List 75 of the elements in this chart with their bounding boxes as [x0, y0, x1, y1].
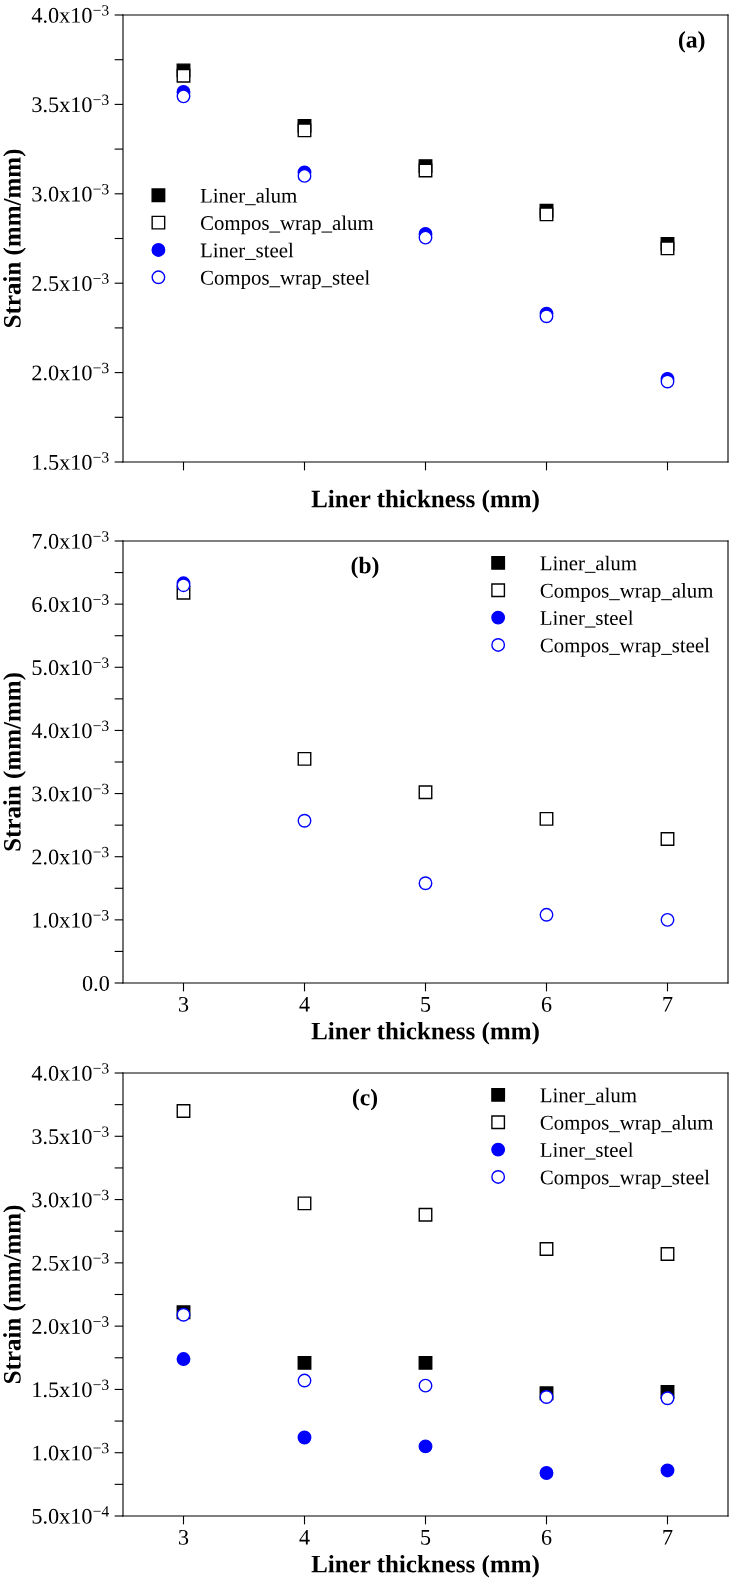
x-tick-label: 4 [299, 1529, 310, 1545]
point [176, 1352, 191, 1366]
legend-label: Compos_wrap_steel [200, 270, 370, 290]
point [539, 207, 554, 222]
x-axis-title: Liner thickness (mm) [311, 1021, 539, 1045]
point [539, 1466, 554, 1480]
y-axis-title: Strain (mm/mm) [3, 149, 26, 328]
point [297, 1355, 312, 1370]
x-tick-label: 7 [663, 1530, 673, 1545]
annotation: (a) [678, 31, 705, 53]
point [418, 1355, 433, 1370]
x-tick-label: 3 [179, 996, 189, 1012]
annotation: (b) [351, 556, 379, 579]
x-tick-label: 5 [421, 1530, 431, 1545]
x-axis-title: Liner thickness (mm) [311, 489, 539, 513]
legend-label: Liner_alum [540, 555, 637, 573]
y-tick-label: 2.0x10$^{−3}$ [32, 362, 109, 381]
legend-label: Liner_alum [540, 1087, 637, 1105]
point [418, 1378, 433, 1393]
point [297, 1373, 312, 1388]
x-tick-label: 6 [541, 1529, 552, 1545]
y-tick-label: 6.0x10$^{−3}$ [32, 594, 109, 613]
y-axis-title: Strain (mm/mm) [3, 673, 26, 851]
y-tick-label: 3.0x10$^{−3}$ [32, 783, 109, 802]
point [418, 230, 433, 245]
point [539, 1390, 554, 1404]
point [660, 241, 675, 256]
y-tick-label: 3.0x10$^{−3}$ [32, 183, 109, 202]
point [660, 1391, 675, 1406]
x-tick-label: 6 [541, 996, 552, 1012]
x-tick-label: 3 [179, 1529, 189, 1545]
point [660, 1463, 675, 1478]
point [418, 1207, 433, 1222]
y-tick-label: 5.0x10$^{−3}$ [32, 657, 109, 676]
point [297, 1430, 312, 1445]
y-tick-label: 1.5x10$^{−3}$ [33, 452, 109, 470]
legend-label: Liner_steel [540, 610, 634, 628]
y-tick-label: 3.5x10$^{−3}$ [32, 1126, 109, 1145]
legend-label: Liner_steel [540, 1142, 634, 1160]
y-tick-label: 2.0x10$^{−3}$ [32, 846, 109, 865]
point [418, 1439, 433, 1454]
y-tick-label: 1.0x10$^{−3}$ [33, 910, 109, 928]
point [176, 68, 191, 83]
x-axis-title: Liner thickness (mm) [311, 1554, 539, 1578]
point [297, 1196, 312, 1211]
legend-label: Compos_wrap_steel [540, 637, 710, 657]
x-tick-label: 7 [663, 997, 673, 1012]
y-tick-label: 4.0x10$^{−3}$ [31, 5, 109, 23]
y-tick-label: 0.0 [82, 975, 109, 992]
point [176, 89, 191, 104]
legend-label: Compos_wrap_alum [540, 1115, 714, 1134]
point [418, 785, 433, 800]
y-tick-label: 5.0x10$^{−4}$ [32, 1506, 109, 1524]
y-tick-label: 4.0x10$^{−3}$ [31, 720, 109, 739]
y-tick-label: 1.0x10$^{−3}$ [33, 1442, 109, 1461]
legend-label: Compos_wrap_alum [540, 583, 714, 602]
x-tick-label: 5 [421, 997, 431, 1012]
y-tick-label: 2.5x10$^{−3}$ [32, 273, 109, 292]
y-tick-label: 2.5x10$^{−3}$ [32, 1253, 109, 1271]
legend-label: Liner_steel [200, 242, 294, 260]
legend-label: Compos_wrap_alum [200, 215, 374, 235]
y-tick-label: 1.5x10$^{−3}$ [33, 1379, 109, 1398]
point [297, 813, 312, 828]
y-tick-label: 3.5x10$^{−3}$ [32, 94, 109, 113]
point [418, 163, 433, 178]
annotation: (c) [352, 1088, 378, 1111]
legend-label: Compos_wrap_steel [540, 1169, 710, 1189]
y-tick-label: 3.0x10$^{−3}$ [32, 1189, 109, 1208]
point [297, 123, 312, 138]
y-axis-title: Strain (mm/mm) [3, 1205, 26, 1384]
y-tick-label: 4.0x10$^{−3}$ [31, 1063, 109, 1081]
y-tick-label: 2.0x10$^{−3}$ [32, 1316, 109, 1335]
x-tick-label: 4 [299, 996, 310, 1012]
legend-label: Liner_alum [200, 188, 297, 206]
y-tick-label: 7.0x10$^{−3}$ [32, 531, 109, 549]
